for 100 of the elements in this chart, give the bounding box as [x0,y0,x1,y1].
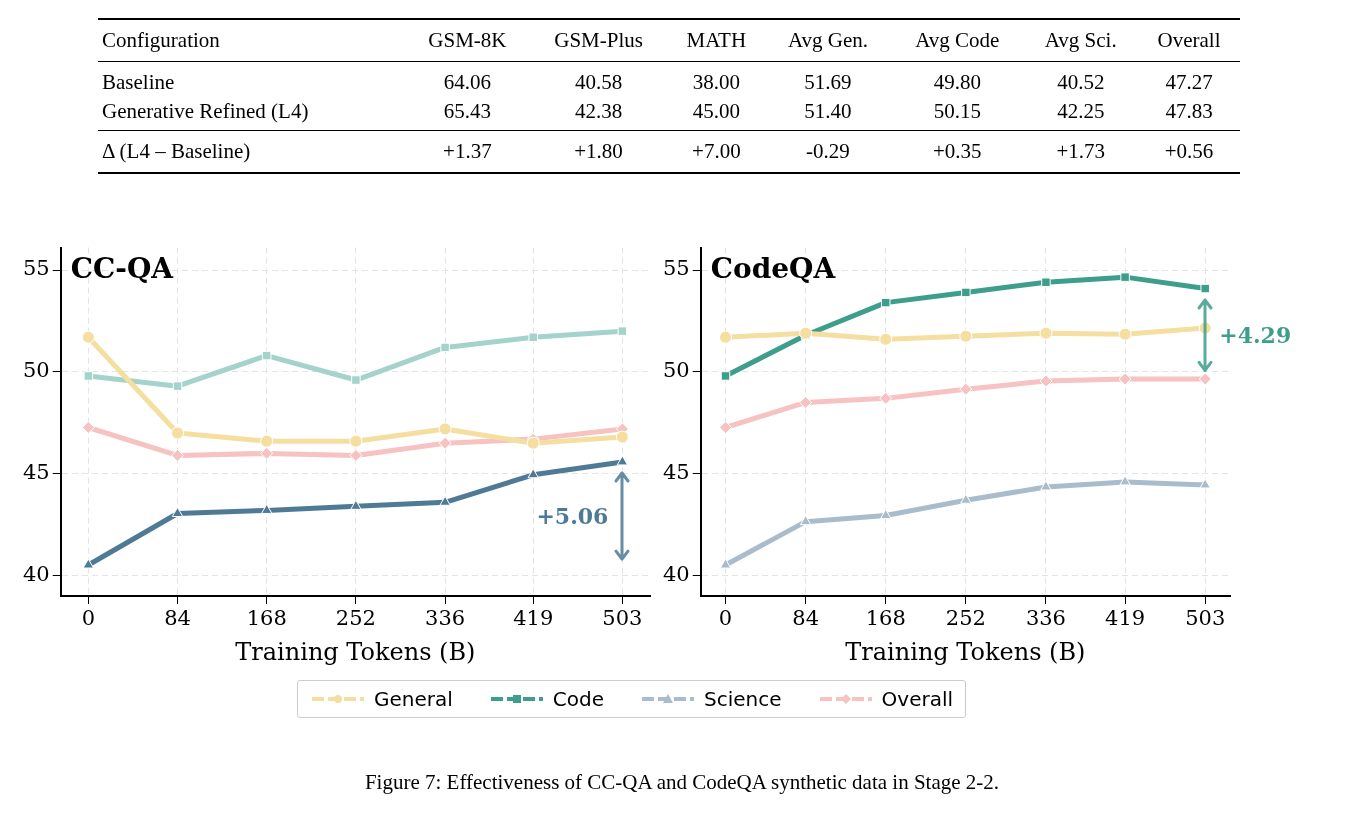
y-tick-label: 40 [662,562,690,587]
category-label: GSM-Plus [553,27,644,54]
point [879,332,893,346]
text: 40.52 [1057,70,1105,94]
text: 50.15 [933,99,981,123]
point [799,515,812,526]
caption: Figure 7: Effectiveness of CC-QA and CodeQA synthetic data in Stage 2-2. [363,770,1001,795]
point [1120,272,1130,282]
point [616,455,629,466]
point [351,375,361,385]
x-tick-label: 168 [246,606,287,631]
x-tick-label: 336 [1025,606,1066,631]
chart-title: CodeQA [710,251,836,285]
x-tick-label: 84 [792,606,819,631]
text: 45.00 [692,99,740,123]
point [81,330,95,344]
text: +0.35 [932,139,982,163]
x-tick-label: 252 [335,606,376,631]
x-tick-label: 419 [513,606,554,631]
text: 51.69 [804,70,852,94]
point [719,421,733,435]
y-tick-label: 45 [22,460,50,485]
point [172,381,183,391]
point [1118,372,1132,386]
y-tick-label: 50 [662,358,690,383]
category-label: Configuration [101,27,221,54]
legend-label: General [374,687,453,711]
annotation: +4.29 [1219,321,1292,348]
category-label: Avg Gen. [786,27,869,54]
point [528,332,538,342]
point [438,422,452,436]
point [880,509,892,520]
text: 42.38 [574,99,623,123]
point [719,330,733,344]
point [439,495,451,506]
category-label: Δ (L4 – Baseline) [102,139,251,163]
category-label: Overall [1156,27,1222,54]
point [959,382,973,396]
point [879,391,893,405]
point [349,434,363,448]
point [260,434,274,448]
point [799,395,813,409]
text: +1.80 [574,139,623,163]
x-tick-label: 0 [718,606,733,631]
text: +7.00 [692,139,741,163]
text: +1.73 [1056,139,1106,163]
x-tick-label: 503 [602,606,643,631]
annotation: +5.06 [536,502,609,529]
text: 65.43 [443,99,492,123]
x-tick-label: 84 [164,606,191,631]
x-axis-title: Training Tokens (B) [845,637,1086,666]
y-tick-label: 40 [22,562,50,587]
y-tick-label: 45 [662,460,690,485]
point [349,448,363,462]
text: 49.80 [933,70,981,94]
x-tick-label: 0 [81,606,96,631]
text: 64.06 [443,70,492,94]
category-label: Generative Refined (L4) [102,99,309,123]
chart-title: CC-QA [70,251,174,285]
x-tick-label: 503 [1185,606,1226,631]
point [81,421,95,435]
text: 42.25 [1057,99,1105,123]
point [799,326,813,340]
legend-label: Science [704,687,782,711]
text: +1.37 [443,139,492,163]
point [1199,478,1211,489]
point [1198,372,1212,386]
point [1039,326,1053,340]
point [615,430,629,444]
y-tick-label: 50 [22,358,50,383]
category-label: GSM-8K [427,27,508,54]
text: 40.58 [574,70,623,94]
point [440,342,450,353]
point [526,436,540,450]
point [960,493,972,504]
point [261,350,272,361]
point [350,499,362,510]
point [1040,480,1052,491]
text: -0.29 [806,139,850,163]
point [1200,283,1210,294]
point [438,436,452,450]
point [260,446,274,460]
x-tick-label: 336 [425,606,466,631]
point [527,468,539,479]
category-label: Avg Sci. [1043,27,1118,54]
point [720,371,731,381]
x-tick-label: 252 [945,606,986,631]
legend-label: Overall [881,687,954,711]
category-label: MATH [685,27,748,54]
text: 47.27 [1165,70,1213,94]
x-axis-title: Training Tokens (B) [235,637,476,666]
text: 38.00 [692,70,740,94]
point [1039,374,1053,388]
y-tick-label: 55 [22,256,50,281]
text: 51.40 [804,99,852,123]
point [961,287,971,298]
point [83,371,94,381]
category-label: Baseline [102,70,175,94]
y-tick-label: 55 [662,256,690,281]
text: +0.56 [1164,139,1214,163]
